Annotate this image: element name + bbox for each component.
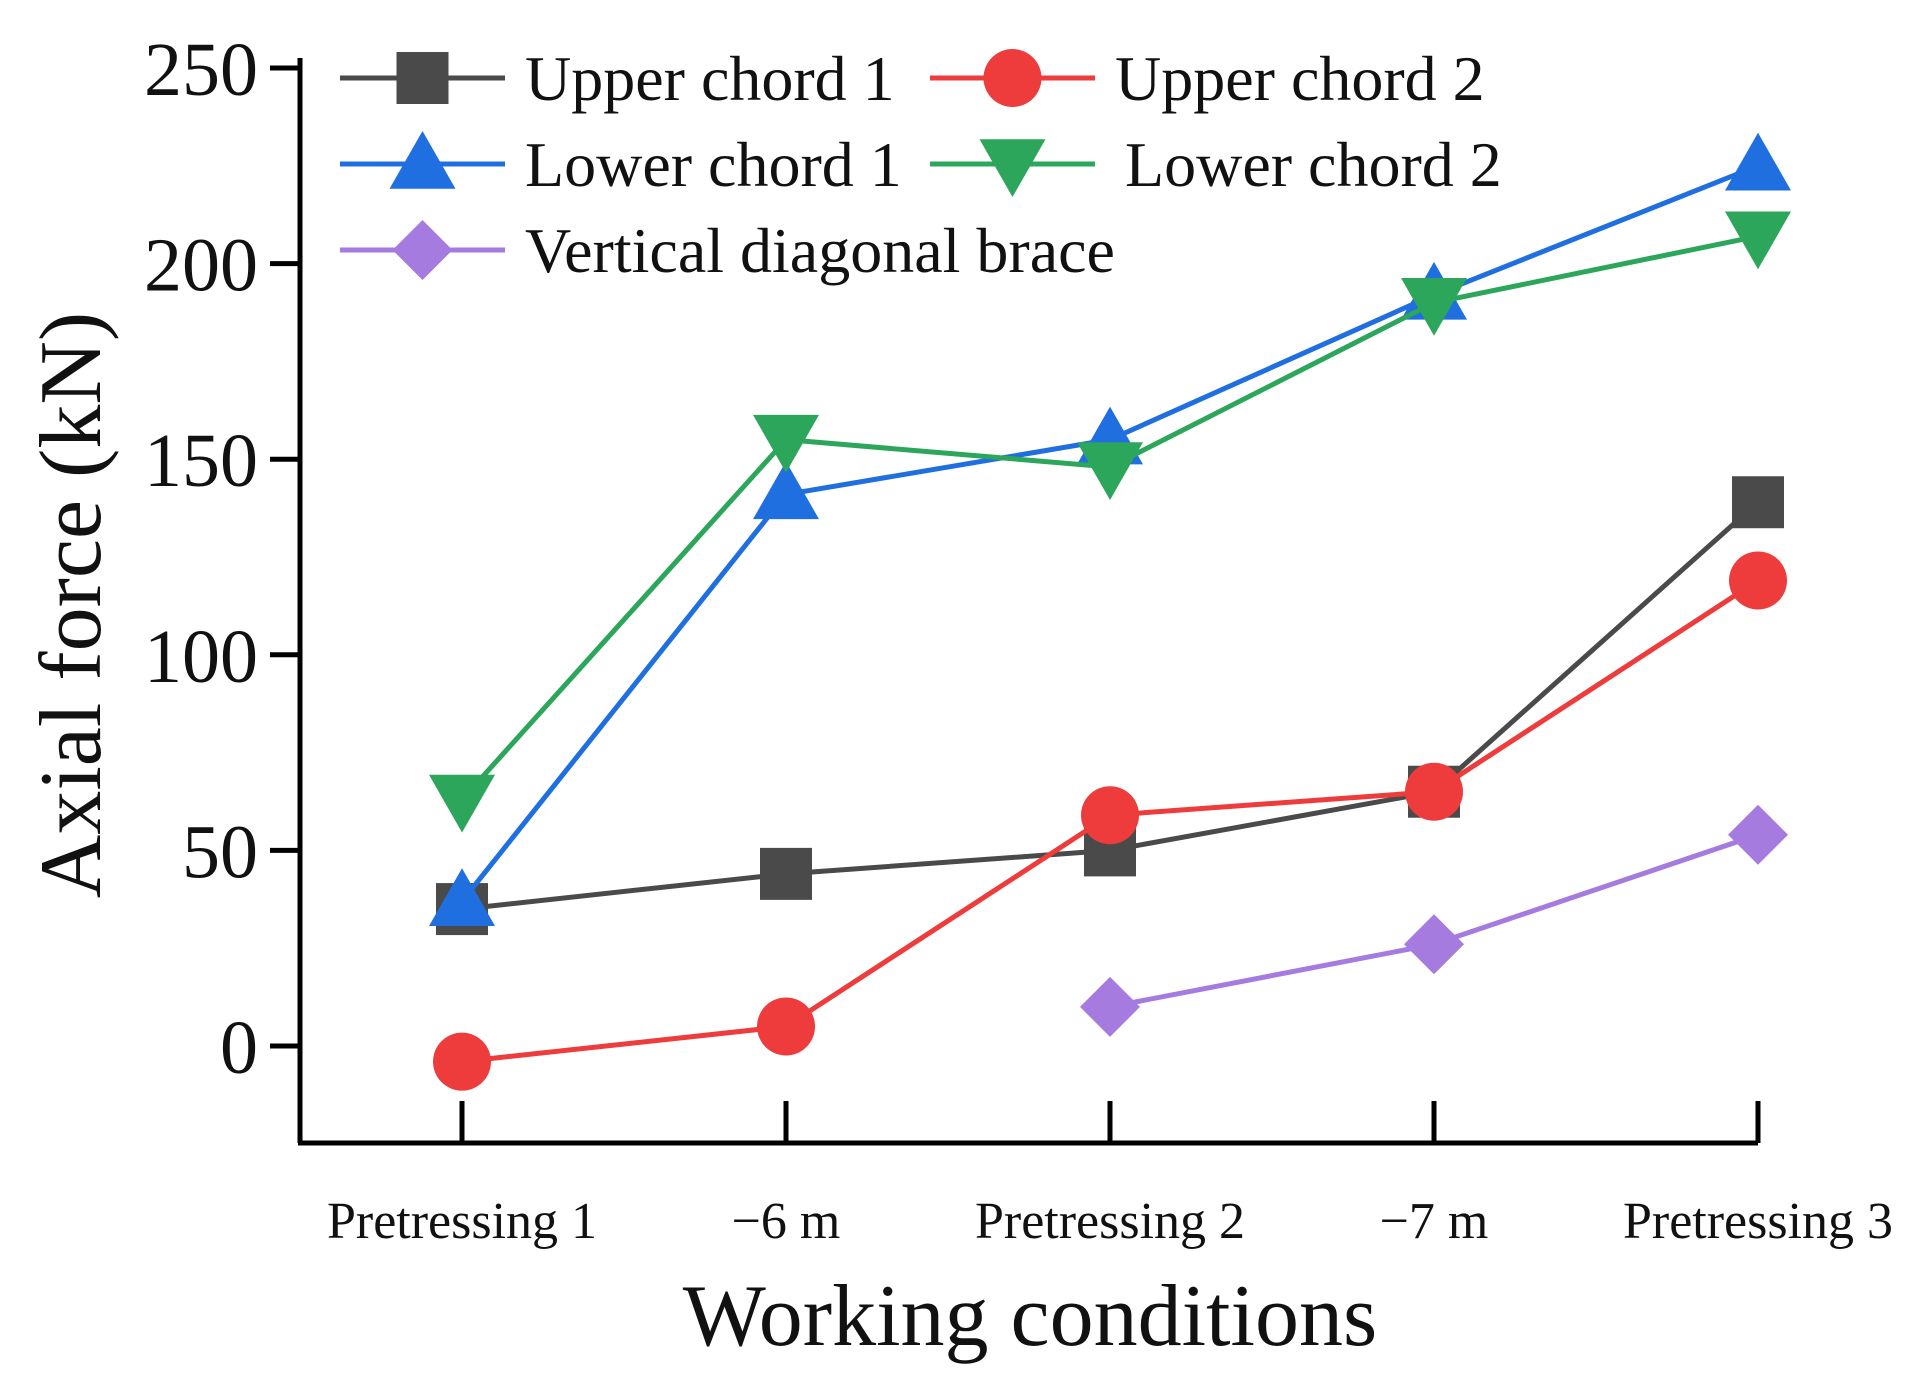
data-point xyxy=(760,847,812,900)
legend-marker xyxy=(983,49,1042,107)
data-point xyxy=(1725,211,1791,270)
legend-item: Vertical diagonal brace xyxy=(340,215,1115,286)
data-point xyxy=(1401,277,1467,336)
y-axis-title: Axial force (kN) xyxy=(23,312,120,898)
legend-marker xyxy=(392,220,453,280)
legend-marker xyxy=(396,52,449,104)
y-tick-label: 150 xyxy=(144,419,258,503)
series-lower-chord-2 xyxy=(429,211,1791,833)
legend-marker xyxy=(389,131,456,189)
series-vertical-diagonal-brace xyxy=(1080,804,1788,1037)
x-axis-title: Working conditions xyxy=(683,1268,1377,1365)
y-tick-label: 50 xyxy=(182,810,258,894)
legend-label: Vertical diagonal brace xyxy=(525,215,1115,286)
series-layer xyxy=(429,132,1791,1091)
data-point xyxy=(753,414,819,473)
legend-label: Lower chord 1 xyxy=(525,129,902,200)
y-tick-label: 0 xyxy=(220,1006,258,1090)
x-tick-label: Pretressing 1 xyxy=(327,1193,597,1250)
legend-item: Lower chord 1 xyxy=(340,129,902,200)
y-tick-label: 250 xyxy=(144,28,258,112)
y-axis-ticks: 0 50 100 150 200 250 xyxy=(144,28,300,1090)
data-point xyxy=(757,997,815,1056)
legend-label: Upper chord 1 xyxy=(525,43,895,114)
x-tick-label: −7 m xyxy=(1380,1193,1489,1250)
y-tick-label: 100 xyxy=(144,615,258,699)
legend-item: Upper chord 2 xyxy=(930,43,1485,114)
x-tick-label: −6 m xyxy=(732,1193,841,1250)
x-tick-label: Pretressing 2 xyxy=(975,1193,1245,1250)
data-point xyxy=(429,774,495,833)
legend-label: Lower chord 2 xyxy=(1125,129,1502,200)
data-point xyxy=(1077,442,1143,501)
data-point xyxy=(1729,551,1787,610)
legend-item: Lower chord 2 xyxy=(930,129,1502,200)
y-tick-label: 200 xyxy=(144,224,258,308)
legend: Upper chord 1 Upper chord 2 Lower chord 1 L… xyxy=(340,43,1502,286)
x-axis-ticks: Pretressing 1 −6 m Pretressing 2 −7 m Pretre… xyxy=(327,1101,1893,1250)
series-line xyxy=(460,233,1759,802)
legend-marker xyxy=(979,139,1046,197)
data-point xyxy=(429,868,495,927)
data-point xyxy=(1404,914,1464,975)
legend-label: Upper chord 2 xyxy=(1115,43,1485,114)
data-point xyxy=(1405,762,1463,821)
data-point xyxy=(433,1032,491,1091)
series-upper-chord-2 xyxy=(433,551,1787,1091)
data-point xyxy=(1732,476,1784,529)
axes xyxy=(297,58,1758,1146)
x-tick-label: Pretressing 3 xyxy=(1623,1193,1893,1250)
legend-item: Upper chord 1 xyxy=(340,43,895,114)
data-point xyxy=(1728,804,1788,865)
data-point xyxy=(753,461,819,520)
data-point xyxy=(1725,132,1791,191)
data-point xyxy=(1081,786,1139,845)
series-upper-chord-1 xyxy=(436,476,1784,936)
data-point xyxy=(1080,976,1140,1037)
